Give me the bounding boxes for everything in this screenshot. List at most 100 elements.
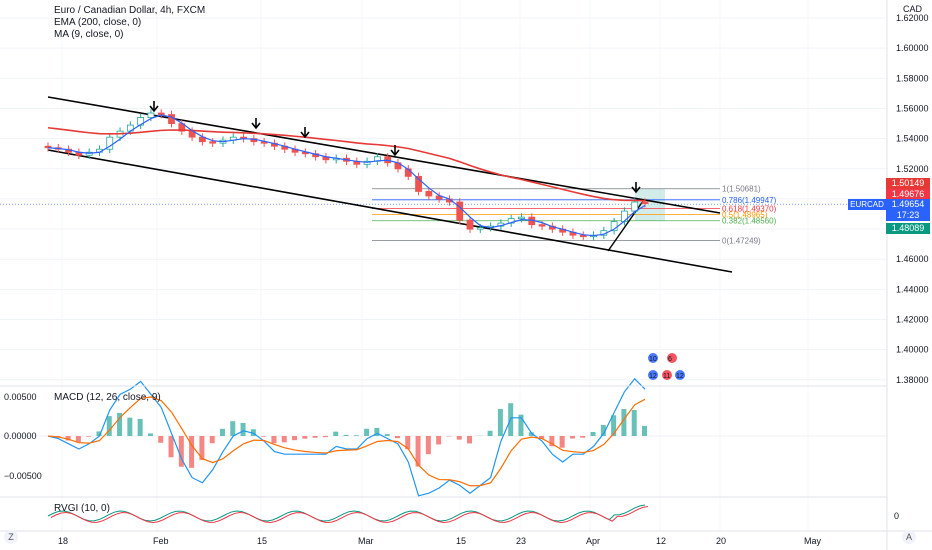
macd-histogram-bar xyxy=(436,436,442,445)
macd-histogram-bar xyxy=(292,436,298,441)
macd-histogram-bar xyxy=(302,436,308,439)
symbol-tag: EURCAD xyxy=(848,199,886,210)
time-tick-label: Mar xyxy=(358,536,374,546)
trendlines[interactable] xyxy=(47,96,733,273)
ema-price-tag: 1.50149 xyxy=(886,178,930,189)
candle-body xyxy=(621,210,628,223)
macd-histogram-bar xyxy=(569,436,575,439)
candle-body xyxy=(415,175,422,192)
macd-histogram-bar xyxy=(199,436,205,461)
time-tick-label: 20 xyxy=(716,536,726,546)
ma-price-tag: 1.49676 xyxy=(886,189,930,200)
time-tick-label: May xyxy=(804,536,822,546)
macd-tick-label: 0.00500 xyxy=(4,392,37,402)
time-tick-label: Apr xyxy=(586,536,600,546)
macd-histogram-bar xyxy=(333,431,339,436)
rvgi-line xyxy=(47,504,646,522)
time-tick-label: 12 xyxy=(656,536,666,546)
low-price-tag: 1.48089 xyxy=(886,223,930,234)
macd-histogram-bar xyxy=(189,436,195,468)
event-marker-label: 6 xyxy=(668,356,672,363)
arrow-down-icon xyxy=(300,131,310,139)
fib-level-label: 0(1.47249) xyxy=(722,236,761,245)
macd-histogram-bar xyxy=(384,434,390,436)
macd-histogram-bar xyxy=(600,424,606,436)
candle-body xyxy=(476,227,484,230)
lower-channel-line xyxy=(47,149,733,273)
macd-histogram-bar xyxy=(137,418,143,436)
macd-histogram-bar xyxy=(158,436,164,443)
macd-histogram-bar xyxy=(394,436,400,439)
candle-body xyxy=(641,201,649,204)
macd-histogram-bar xyxy=(539,436,545,439)
candle-body xyxy=(456,201,464,221)
candle-body xyxy=(147,112,155,118)
macd-histogram-bar xyxy=(65,436,71,441)
candle-body xyxy=(425,191,433,197)
macd-histogram-bar xyxy=(621,409,627,436)
fib-level-label: 0.5(1.48965) xyxy=(722,211,768,220)
price-tick-label: 1.54000 xyxy=(896,134,929,144)
fib-level-label: 1(1.50681) xyxy=(722,185,761,194)
countdown-tag: 17:23 xyxy=(886,210,930,221)
time-tick-label: 18 xyxy=(58,536,68,546)
rvgi-legend[interactable]: RVGI (10, 0) xyxy=(54,503,110,514)
rvgi-signal-line xyxy=(50,506,649,524)
macd-histogram-bar xyxy=(364,428,370,436)
price-tick-label: 1.40000 xyxy=(896,345,929,355)
macd-histogram-bar xyxy=(405,436,411,450)
macd-histogram-bar xyxy=(230,421,236,436)
macd-line xyxy=(47,377,646,497)
currency-label: CAD xyxy=(902,4,922,14)
auto-scale-button[interactable]: A xyxy=(902,530,916,544)
macd-histogram-bar xyxy=(487,430,493,436)
earnings-event-markers[interactable]: 10 6 12 11 12 xyxy=(648,353,685,380)
arrow-down-icon xyxy=(149,105,159,113)
ma-legend[interactable]: MA (9, close, 0) xyxy=(54,29,124,40)
event-marker-label: 11 xyxy=(663,373,670,380)
arrow-down-icon xyxy=(390,149,400,157)
price-tick-label: 1.52000 xyxy=(896,164,929,174)
macd-histogram-bar xyxy=(106,416,112,436)
candle-body xyxy=(168,114,175,124)
event-marker-label: 12 xyxy=(649,373,657,380)
macd-legend[interactable]: MACD (12, 26, close, 9) xyxy=(54,392,161,403)
macd-tick-label: −0.00500 xyxy=(4,471,42,481)
ma-9-path xyxy=(47,114,646,237)
ema-200-path xyxy=(47,126,646,202)
macd-histogram-bar xyxy=(528,432,534,436)
macd-histogram-bar xyxy=(147,433,153,436)
fib-level-label: 0.382(1.48560) xyxy=(722,217,777,226)
event-marker-label: 12 xyxy=(676,373,684,380)
upper-channel-line xyxy=(47,96,721,214)
macd-histogram-bar xyxy=(549,436,555,447)
macd-histogram-bar xyxy=(415,436,421,467)
time-tick-label: Feb xyxy=(153,536,169,546)
macd-histogram-bar xyxy=(590,431,596,436)
macd-histogram-bar xyxy=(178,436,184,467)
fib-level-label: 0.786(1.49947) xyxy=(722,196,777,205)
fib-highlight-box xyxy=(635,188,665,221)
fib-level-label: 0.618(1.49370) xyxy=(722,205,777,214)
macd-histogram-bar xyxy=(467,436,473,444)
ema-legend[interactable]: EMA (200, close, 0) xyxy=(54,17,142,28)
macd-histogram-bar xyxy=(250,429,256,436)
price-tick-label: 1.60000 xyxy=(896,43,929,53)
candle-body xyxy=(106,136,114,150)
event-marker-icon xyxy=(667,353,677,363)
event-marker-icon xyxy=(675,370,685,380)
macd-histogram-bar xyxy=(456,436,462,440)
price-tick-label: 1.62000 xyxy=(896,13,929,23)
macd-histogram-bar xyxy=(219,428,225,436)
last-price-tag: 1.49654 xyxy=(886,199,930,210)
fibonacci-retracement[interactable]: 1(1.50681)0.786(1.49947)0.618(1.49370)0.… xyxy=(372,185,777,246)
macd-histogram-bar xyxy=(425,436,431,455)
time-tick-label: 15 xyxy=(257,536,267,546)
ema-200-line xyxy=(47,126,646,202)
macd-pane xyxy=(0,377,887,497)
arrow-markers[interactable] xyxy=(149,101,641,194)
macd-histogram-bar xyxy=(631,410,637,436)
macd-histogram-bar xyxy=(261,436,267,437)
zoom-button-left[interactable]: Z xyxy=(4,530,18,544)
